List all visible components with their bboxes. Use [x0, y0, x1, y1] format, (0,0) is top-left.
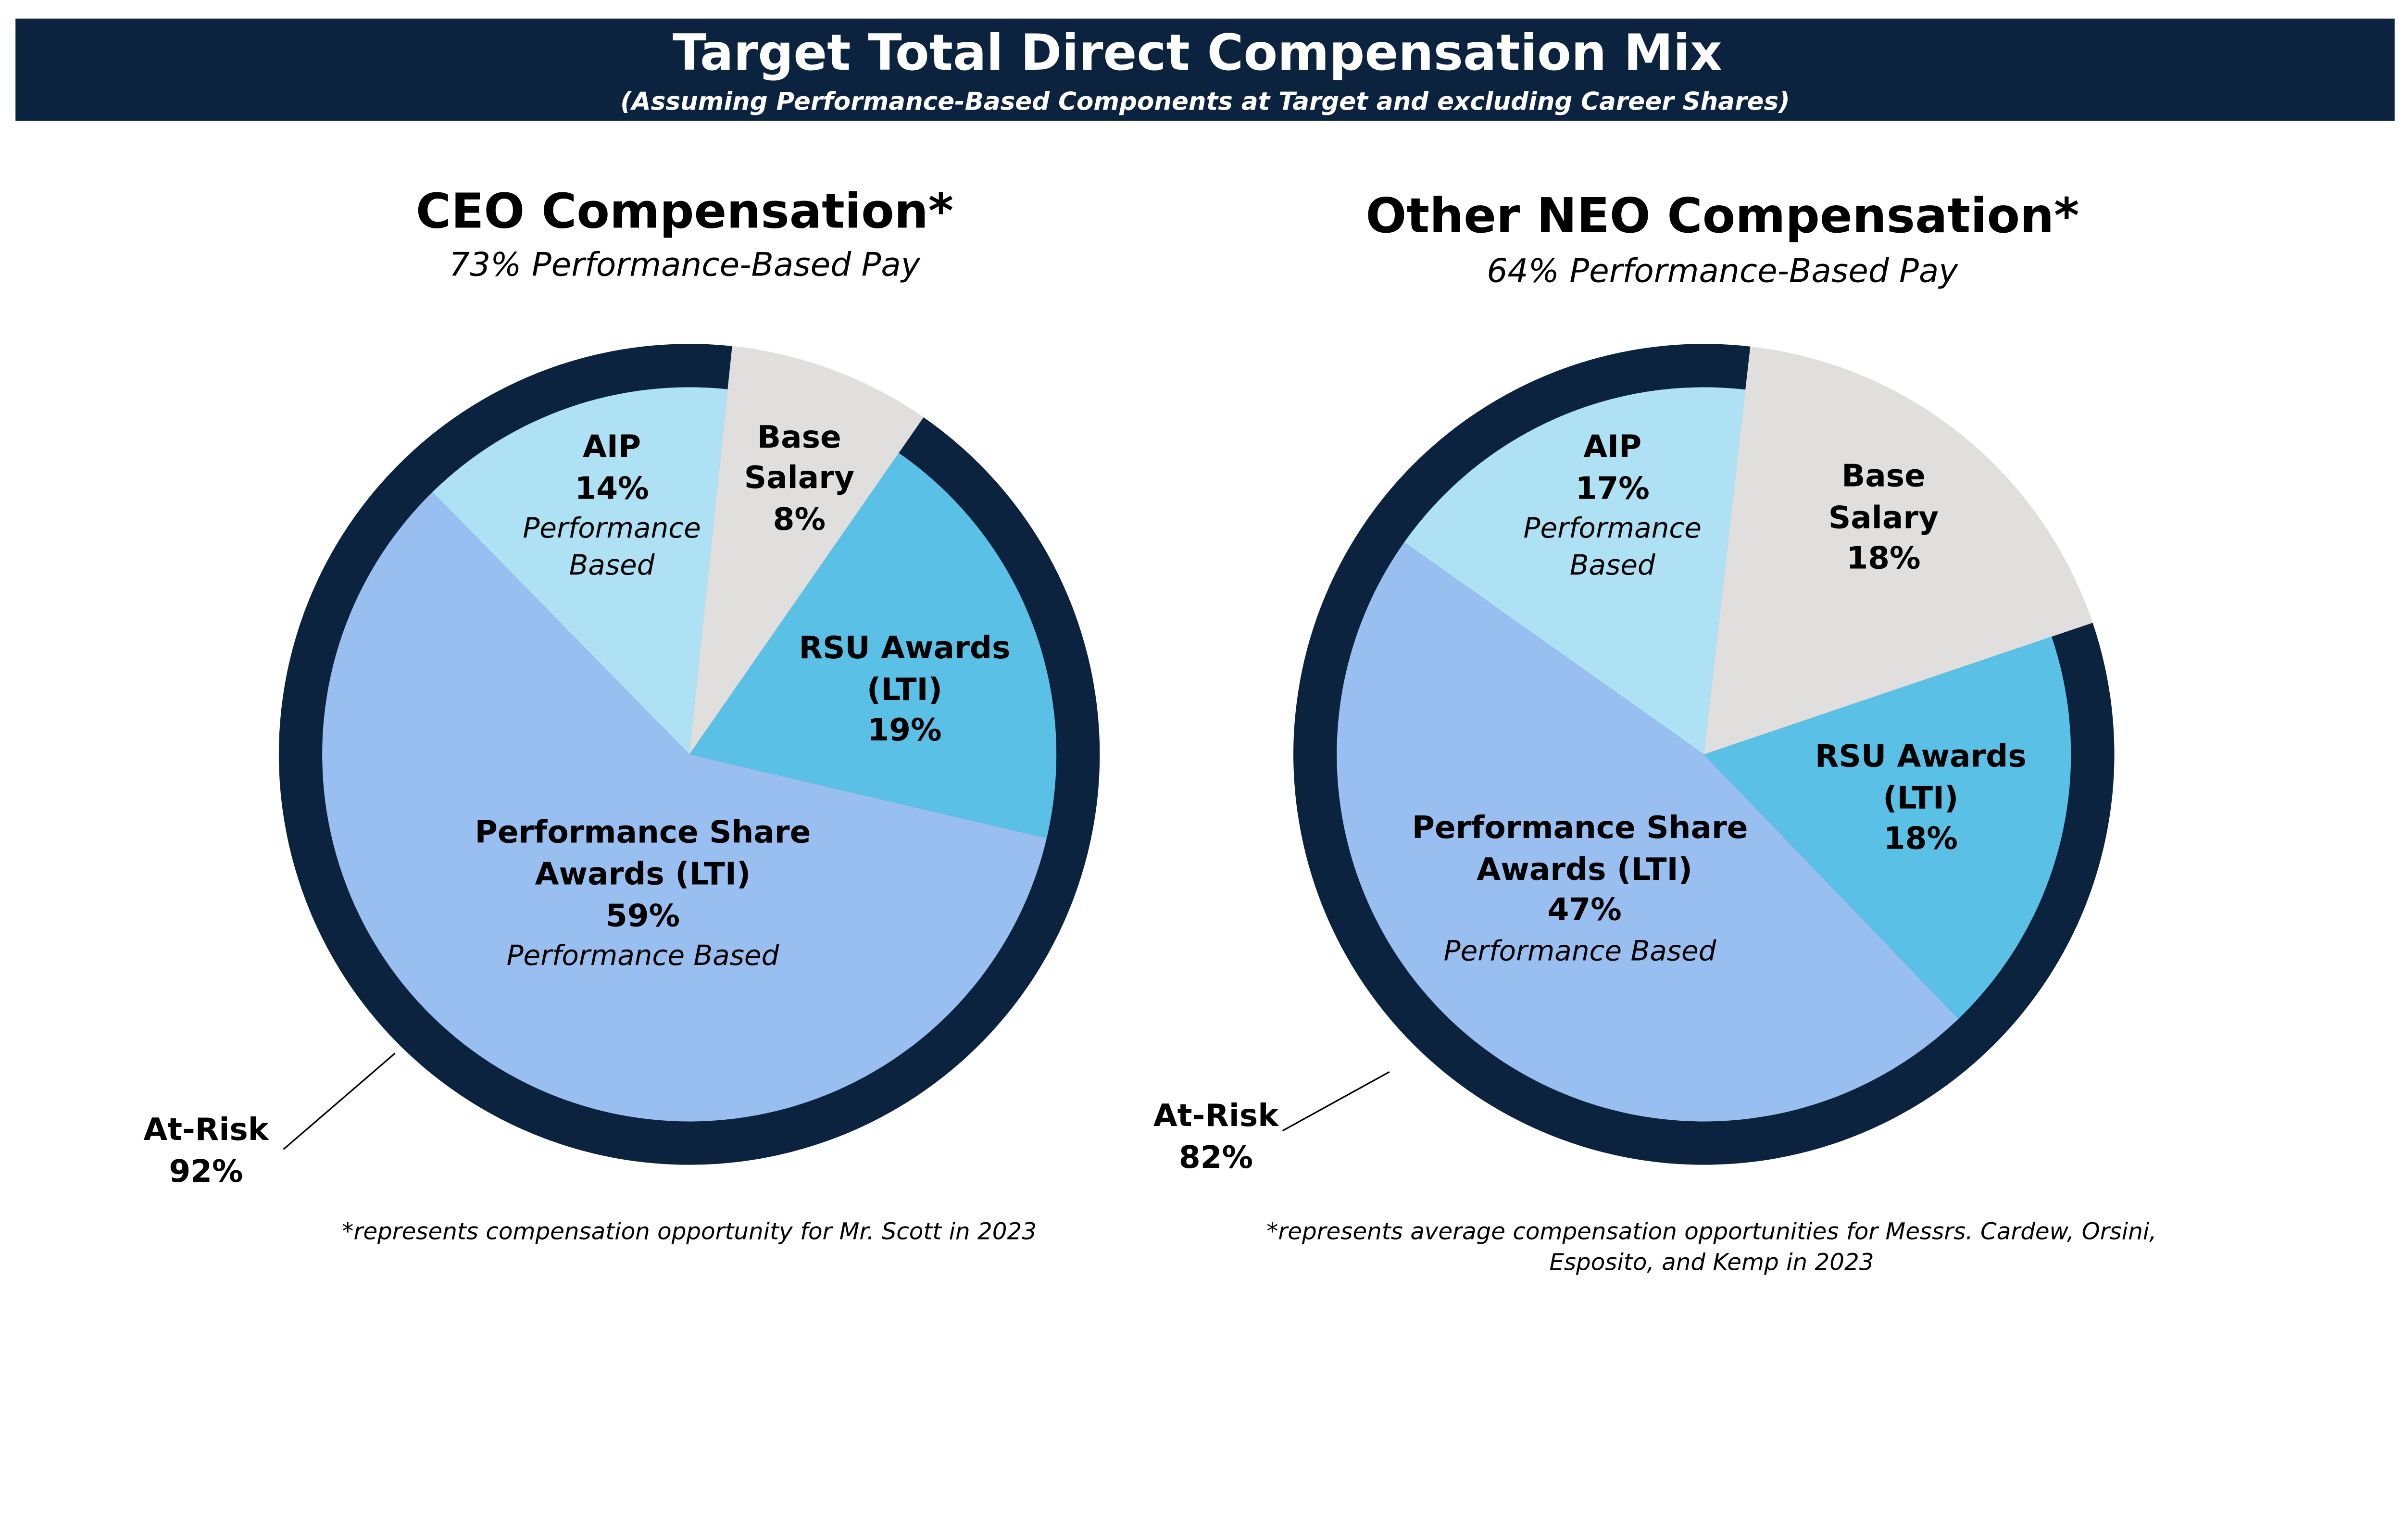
neo-aip-note: Performance	[1524, 512, 1702, 544]
neo-base-value: 18%	[1846, 540, 1920, 576]
neo-aip-label: AIP	[1583, 428, 1641, 464]
ceo-rsu-value: 19%	[867, 712, 941, 748]
ceo-psa-label2: Awards (LTI)	[535, 856, 751, 892]
neo-chart-subtitle: 64% Performance-Based Pay	[1487, 251, 1959, 289]
neo-rsu-label: RSU Awards	[1815, 739, 2027, 775]
neo-chart-title: Other NEO Compensation*	[1366, 188, 2079, 244]
ceo-rsu-label2: (LTI)	[867, 672, 942, 708]
neo-psa-label: Performance Share	[1412, 810, 1748, 846]
neo-aip-note2: Based	[1570, 549, 1656, 581]
neo-at-risk-label: At-Risk	[1153, 1098, 1279, 1134]
ceo-slice-performance-share	[322, 492, 1047, 1122]
neo-slice-performance-share	[1337, 542, 1959, 1122]
neo-rsu-label2: (LTI)	[1883, 780, 1958, 816]
neo-at-risk-leader-line	[1282, 1071, 1390, 1132]
ceo-chart-subtitle: 73% Performance-Based Pay	[449, 245, 921, 283]
header-title: Target Total Direct Compensation Mix	[673, 24, 1722, 82]
neo-psa-note: Performance Based	[1444, 934, 1717, 967]
ceo-at-risk-leader-line	[283, 1052, 396, 1150]
neo-at-risk-value: 82%	[1179, 1139, 1253, 1176]
neo-slice-aip	[1404, 387, 1746, 754]
ceo-slice-aip	[432, 387, 728, 754]
ceo-at-risk-label: At-Risk	[143, 1112, 269, 1148]
ceo-slice-rsu	[689, 452, 1057, 839]
neo-footnote-line1: *represents average compensation opportu…	[1266, 1218, 2156, 1245]
neo-base-label2: Salary	[1828, 500, 1939, 536]
neo-psa-value: 47%	[1548, 892, 1622, 928]
ceo-aip-note: Performance	[523, 512, 701, 544]
compensation-mix-figure: Target Total Direct Compensation Mix (As…	[15, 18, 2395, 1276]
ceo-slice-base-salary	[689, 346, 924, 754]
neo-footnote-line2: Esposito, and Kemp in 2023	[1549, 1249, 1874, 1276]
header-banner	[15, 18, 2395, 121]
neo-slice-rsu	[1703, 637, 2071, 1019]
ceo-psa-label: Performance Share	[475, 814, 811, 851]
neo-aip-value: 17%	[1576, 470, 1650, 506]
ceo-pie	[278, 344, 1100, 1165]
ceo-aip-value: 14%	[575, 470, 649, 506]
ceo-psa-value: 59%	[606, 898, 680, 934]
ceo-chart-title: CEO Compensation*	[416, 183, 953, 239]
ceo-base-value: 8%	[773, 501, 826, 538]
ceo-base-label2: Salary	[744, 460, 854, 496]
ceo-aip-note2: Based	[569, 549, 655, 581]
neo-slice-labels: AIP 17% Performance Based Base Salary 18…	[1153, 428, 2027, 1176]
neo-slice-base-salary	[1703, 346, 2093, 754]
ceo-at-risk-value: 92%	[169, 1153, 243, 1189]
ceo-rsu-label: RSU Awards	[799, 630, 1011, 666]
ceo-footnote: *represents compensation opportunity for…	[342, 1218, 1037, 1245]
neo-rsu-value: 18%	[1884, 820, 1958, 856]
ceo-base-label: Base	[757, 419, 841, 455]
neo-base-label: Base	[1841, 458, 1926, 494]
neo-psa-label2: Awards (LTI)	[1477, 851, 1692, 888]
ceo-slice-labels: AIP 14% Performance Based Base Salary 8%…	[143, 419, 1010, 1189]
header-subtitle: (Assuming Performance-Based Components a…	[620, 88, 1790, 116]
neo-pie	[1293, 344, 2115, 1165]
ceo-aip-label: AIP	[583, 428, 641, 464]
ceo-psa-note: Performance Based	[507, 939, 780, 972]
